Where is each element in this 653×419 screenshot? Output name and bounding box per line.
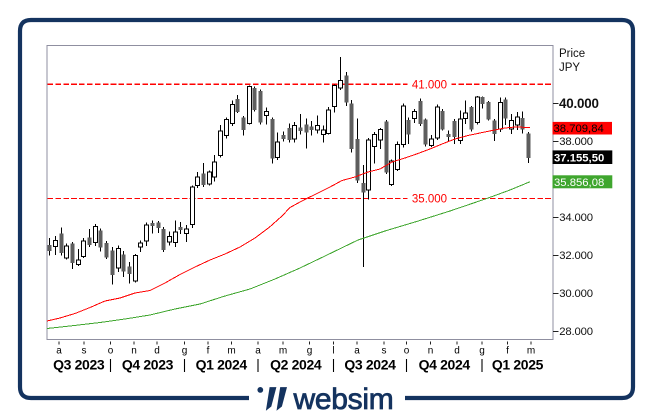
svg-text:|: | [332, 357, 336, 372]
svg-text:|: | [480, 357, 484, 372]
svg-text:Q4 2023: Q4 2023 [122, 356, 174, 372]
svg-text:35.000: 35.000 [412, 193, 447, 205]
svg-text:38.709,84: 38.709,84 [554, 123, 604, 135]
svg-text:|: | [109, 357, 113, 372]
svg-text:40.000: 40.000 [559, 96, 599, 111]
svg-text:g: g [182, 346, 188, 357]
svg-text:Q1 2024: Q1 2024 [196, 356, 248, 372]
svg-text:m: m [227, 346, 235, 357]
svg-text:|: | [256, 357, 260, 372]
svg-text:websim: websim [293, 383, 394, 416]
svg-text:n: n [131, 346, 137, 357]
svg-text:m: m [279, 346, 287, 357]
svg-text:g: g [307, 346, 313, 357]
svg-text:|: | [405, 357, 409, 372]
svg-text:a: a [255, 346, 261, 357]
svg-text:JPY: JPY [559, 62, 580, 74]
svg-text:f: f [506, 346, 509, 357]
svg-text:Q3 2024: Q3 2024 [344, 356, 396, 372]
svg-text:Q2 2024: Q2 2024 [270, 356, 322, 372]
svg-text:34.000: 34.000 [559, 212, 593, 224]
svg-text:32.000: 32.000 [559, 250, 593, 262]
svg-text:Q4 2024: Q4 2024 [419, 356, 471, 372]
svg-text:g: g [479, 346, 485, 357]
svg-text:d: d [154, 346, 160, 357]
svg-text:37.155,50: 37.155,50 [554, 152, 604, 164]
svg-text:Q3 2023: Q3 2023 [53, 356, 105, 372]
svg-text:41.000: 41.000 [412, 79, 447, 91]
svg-text:l: l [332, 346, 334, 357]
svg-text:s: s [82, 346, 87, 357]
svg-text:o: o [404, 346, 410, 357]
svg-text:38.000: 38.000 [559, 136, 593, 148]
svg-text:n: n [428, 346, 434, 357]
svg-text:Price: Price [559, 48, 585, 60]
svg-text:Q1 2025: Q1 2025 [492, 356, 544, 372]
svg-text:28.000: 28.000 [559, 326, 593, 338]
svg-text:|: | [183, 357, 187, 372]
svg-text:d: d [454, 346, 460, 357]
svg-text:m: m [527, 346, 535, 357]
svg-text:o: o [108, 346, 114, 357]
svg-text:35.856,08: 35.856,08 [554, 177, 604, 189]
svg-text:s: s [382, 346, 387, 357]
svg-text:a: a [56, 346, 62, 357]
svg-text:a: a [354, 346, 360, 357]
svg-text:f: f [207, 346, 210, 357]
svg-text:30.000: 30.000 [559, 288, 593, 300]
